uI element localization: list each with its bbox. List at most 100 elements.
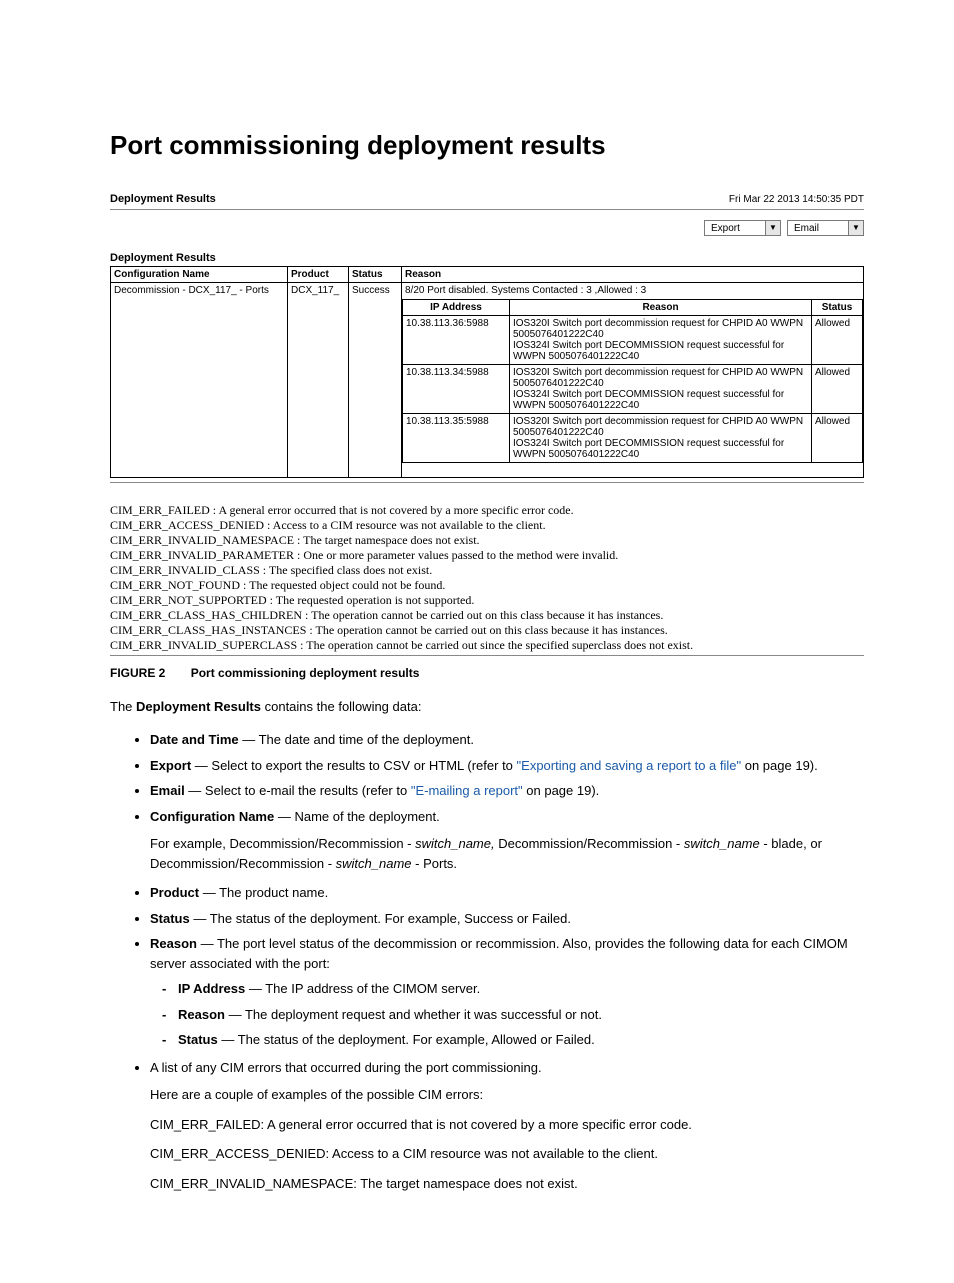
col-reason: Reason [402, 267, 864, 283]
cim-error: CIM_ERR_INVALID_SUPERCLASS : The operati… [110, 638, 864, 653]
cimom-table: IP Address Reason Status 10.38.113.36:59… [402, 299, 863, 463]
item-text: — The IP address of the CIMOM server. [245, 981, 480, 996]
list-item: Configuration Name — Name of the deploym… [150, 807, 864, 874]
list-item: Status — The status of the deployment. F… [150, 909, 864, 929]
cell-reason: 8/20 Port disabled. Systems Contacted : … [402, 283, 864, 478]
item-text: — The status of the deployment. For exam… [218, 1032, 595, 1047]
report-section-label: Deployment Results [110, 252, 864, 264]
cell-product: DCX_117_ [288, 283, 349, 478]
text: The [110, 699, 136, 714]
list-item: A list of any CIM errors that occurred d… [150, 1058, 864, 1194]
link-export-report[interactable]: "Exporting and saving a report to a file… [517, 758, 742, 773]
list-item: Reason — The port level status of the de… [150, 934, 864, 1050]
list-item: Export — Select to export the results to… [150, 756, 864, 776]
reason-line: IOS324I Switch port DECOMMISSION request… [513, 340, 808, 362]
email-dropdown[interactable]: Email ▼ [787, 220, 864, 236]
deployment-table: Configuration Name Product Status Reason… [110, 266, 864, 478]
deployment-report: Deployment Results Fri Mar 22 2013 14:50… [110, 189, 864, 483]
table-row: 10.38.113.34:5988 IOS320I Switch port de… [403, 365, 863, 414]
report-title: Deployment Results [110, 193, 216, 205]
col-status: Status [349, 267, 402, 283]
item-text: — The status of the deployment. For exam… [190, 911, 571, 926]
table-header-row: Configuration Name Product Status Reason [111, 267, 864, 283]
report-toolbar: Export ▼ Email ▼ [110, 210, 864, 246]
sub-list-item: Status — The status of the deployment. F… [178, 1030, 864, 1050]
text-italic: switch_name [684, 836, 760, 851]
export-label: Export [705, 223, 765, 234]
sub-list: IP Address — The IP address of the CIMOM… [150, 979, 864, 1050]
cim-error: CIM_ERR_NOT_FOUND : The requested object… [110, 578, 864, 593]
cim-para: CIM_ERR_FAILED: A general error occurred… [150, 1115, 864, 1135]
export-dropdown[interactable]: Export ▼ [704, 220, 781, 236]
reason-line: IOS324I Switch port DECOMMISSION request… [513, 438, 808, 460]
sub-list-item: Reason — The deployment request and whet… [178, 1005, 864, 1025]
item-label: Export [150, 758, 191, 773]
reason-line: IOS320I Switch port decommission request… [513, 318, 808, 340]
item-label: Date and Time [150, 732, 239, 747]
table-row: Decommission - DCX_117_ - Ports DCX_117_… [111, 283, 864, 478]
sub-list-item: IP Address — The IP address of the CIMOM… [178, 979, 864, 999]
config-example: For example, Decommission/Recommission -… [150, 834, 864, 873]
link-email-report[interactable]: "E-mailing a report" [411, 783, 523, 798]
col-ip: IP Address [403, 300, 510, 316]
cim-para: CIM_ERR_ACCESS_DENIED: Access to a CIM r… [150, 1144, 864, 1164]
figure-text: Port commissioning deployment results [191, 666, 420, 680]
text-bold: Deployment Results [136, 699, 261, 714]
document-page: Port commissioning deployment results De… [0, 0, 954, 1283]
reason-line: IOS320I Switch port decommission request… [513, 367, 808, 389]
cell-status: Success [349, 283, 402, 478]
col-config: Configuration Name [111, 267, 288, 283]
item-text: — The deployment request and whether it … [225, 1007, 602, 1022]
item-text: — The date and time of the deployment. [239, 732, 474, 747]
chevron-down-icon: ▼ [765, 221, 780, 235]
item-text: — Select to e-mail the results (refer to [185, 783, 411, 798]
item-label: Status [178, 1032, 218, 1047]
report-header: Deployment Results Fri Mar 22 2013 14:50… [110, 189, 864, 210]
report-timestamp: Fri Mar 22 2013 14:50:35 PDT [729, 194, 864, 205]
item-text: — The product name. [199, 885, 328, 900]
cim-error: CIM_ERR_CLASS_HAS_INSTANCES : The operat… [110, 623, 864, 638]
figure-number: FIGURE 2 [110, 666, 165, 680]
table-row: 10.38.113.35:5988 IOS320I Switch port de… [403, 414, 863, 463]
col-reason-inner: Reason [510, 300, 812, 316]
text: - Ports. [412, 856, 458, 871]
cell-ip: 10.38.113.36:5988 [403, 316, 510, 365]
item-label: Status [150, 911, 190, 926]
list-item: Date and Time — The date and time of the… [150, 730, 864, 750]
intro-paragraph: The Deployment Results contains the foll… [110, 698, 864, 716]
cell-config: Decommission - DCX_117_ - Ports [111, 283, 288, 478]
body-text: The Deployment Results contains the foll… [110, 698, 864, 1193]
cim-para: Here are a couple of examples of the pos… [150, 1085, 864, 1105]
list-item: Product — The product name. [150, 883, 864, 903]
text: For example, Decommission/Recommission - [150, 836, 415, 851]
cell-status-inner: Allowed [812, 365, 863, 414]
email-label: Email [788, 223, 848, 234]
cim-error: CIM_ERR_FAILED : A general error occurre… [110, 503, 864, 518]
text-italic: switch_name [336, 856, 412, 871]
text: Decommission/Recommission - [495, 836, 684, 851]
item-label: Product [150, 885, 199, 900]
cim-para: CIM_ERR_INVALID_NAMESPACE: The target na… [150, 1174, 864, 1194]
cell-reason-inner: IOS320I Switch port decommission request… [510, 365, 812, 414]
bullet-list: Date and Time — The date and time of the… [110, 730, 864, 1193]
text: contains the following data: [261, 699, 421, 714]
cim-error: CIM_ERR_NOT_SUPPORTED : The requested op… [110, 593, 864, 608]
reason-line: IOS324I Switch port DECOMMISSION request… [513, 389, 808, 411]
item-label: IP Address [178, 981, 245, 996]
item-text: A list of any CIM errors that occurred d… [150, 1060, 542, 1075]
figure-caption: FIGURE 2 Port commissioning deployment r… [110, 666, 864, 680]
cim-error: CIM_ERR_ACCESS_DENIED : Access to a CIM … [110, 518, 864, 533]
table-row: 10.38.113.36:5988 IOS320I Switch port de… [403, 316, 863, 365]
cim-error: CIM_ERR_INVALID_PARAMETER : One or more … [110, 548, 864, 563]
cim-error: CIM_ERR_INVALID_NAMESPACE : The target n… [110, 533, 864, 548]
col-product: Product [288, 267, 349, 283]
col-status-inner: Status [812, 300, 863, 316]
cim-error-list: CIM_ERR_FAILED : A general error occurre… [110, 503, 864, 656]
cell-status-inner: Allowed [812, 316, 863, 365]
cell-reason-inner: IOS320I Switch port decommission request… [510, 414, 812, 463]
item-text: on page 19). [523, 783, 600, 798]
cim-error: CIM_ERR_INVALID_CLASS : The specified cl… [110, 563, 864, 578]
chevron-down-icon: ▼ [848, 221, 863, 235]
cim-error: CIM_ERR_CLASS_HAS_CHILDREN : The operati… [110, 608, 864, 623]
list-item: Email — Select to e-mail the results (re… [150, 781, 864, 801]
